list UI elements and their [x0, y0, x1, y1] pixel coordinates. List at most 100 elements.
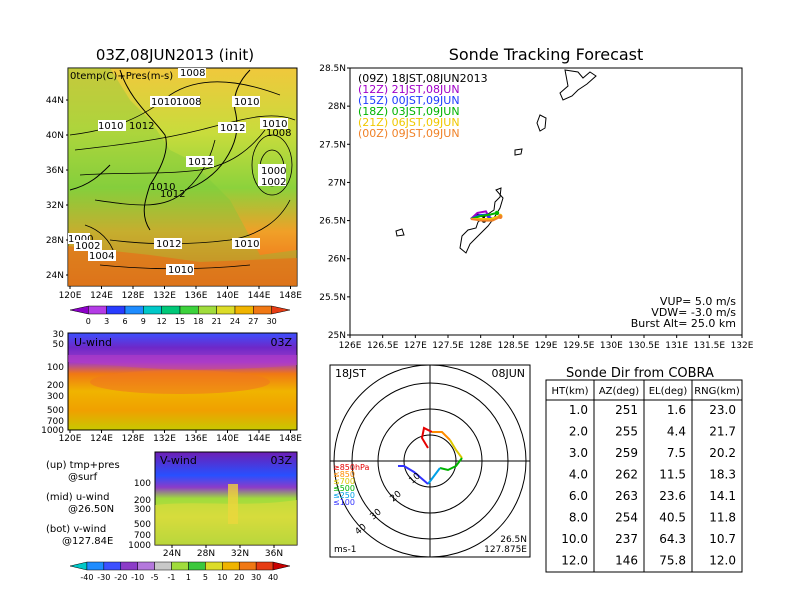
hodograph-panel: 10 20 30 40 18JST 08JUN ≥850hPa≤850≤700≤… — [329, 364, 531, 558]
contour-label: 1010 — [234, 97, 259, 108]
v-colorbar-label: -1 — [168, 573, 176, 582]
table-cell: 2.0 — [569, 425, 588, 439]
table-cell: 4.0 — [569, 468, 588, 482]
track-end-point — [498, 214, 503, 219]
map-x-ticks: 120E 124E 128E 132E 136E 140E 144E 148E — [59, 286, 302, 301]
v-x-tick-label: 24N — [163, 549, 181, 559]
table-cell: 12.0 — [561, 554, 588, 568]
track-x-tick-label: 127.5E — [432, 341, 464, 351]
u-wind-jet-band — [68, 355, 297, 370]
map-y-tick-label: 44N — [46, 96, 64, 106]
map-colorbar-swatch — [106, 305, 126, 315]
track-x-tick-label: 130.5E — [628, 341, 660, 351]
map-colorbar-label: 21 — [212, 317, 222, 326]
map-panel: 1008 1010 1008 1010 1012 1010 1010 1012 … — [46, 67, 302, 326]
note-mid-line1: (mid) u-wind — [46, 492, 109, 503]
island-kume — [395, 228, 405, 237]
island-okinoerabu — [514, 148, 523, 156]
v-colorbar-swatch — [238, 561, 257, 571]
table-header-cell: EL(deg) — [649, 386, 688, 397]
table-cell: 6.0 — [569, 489, 588, 503]
v-x-ticks: 24N 28N 32N 36N — [163, 545, 283, 559]
map-y-tick-label: 36N — [46, 166, 64, 176]
hodo-seg-250 — [427, 467, 441, 485]
u-y-tick-label: 30 — [53, 330, 65, 340]
contour-label: 1002 — [75, 241, 100, 252]
track-params: VUP= 5.0 m/s VDW= -3.0 m/s Burst Alt= 25… — [631, 295, 737, 330]
contour-label: 1008 — [176, 97, 201, 108]
v-wind-label: V-wind — [160, 454, 197, 467]
v-colorbar-label: 20 — [234, 573, 244, 582]
track-y-tick-label: 25.5N — [319, 293, 346, 303]
contour-label: 1000 — [261, 166, 286, 177]
contour-label: 1012 — [156, 239, 181, 250]
u-y-tick-label: 1000 — [41, 426, 64, 436]
table-cell: 1.0 — [569, 403, 588, 417]
u-wind-label: U-wind — [74, 336, 112, 349]
map-colorbar-swatch — [143, 305, 162, 315]
map-colorbar-label: 27 — [248, 317, 258, 326]
track-x-tick-label: 129.5E — [563, 341, 595, 351]
v-colorbar-label: -30 — [97, 573, 110, 582]
map-x-tick-label: 132E — [153, 291, 176, 301]
v-colorbar-swatch — [137, 561, 155, 571]
u-x-tick-label: 120E — [59, 434, 82, 444]
table-cell: 12.0 — [709, 554, 736, 568]
table-cell: 1.6 — [667, 403, 686, 417]
track-legend-entry: (21Z) 06JST,09JUN — [358, 116, 460, 129]
v-y-tick-label: 700 — [134, 531, 151, 541]
table-cell: 251 — [615, 403, 638, 417]
hodo-rings — [330, 364, 530, 558]
track-legend-entry: (12Z) 21JST,08JUN — [358, 83, 460, 96]
u-wind-time: 03Z — [270, 336, 292, 349]
map-colorbar-swatch — [69, 305, 89, 315]
v-colorbar-swatch — [255, 561, 274, 571]
map-colorbar-swatch — [271, 305, 291, 315]
note-up-line2: @surf — [68, 472, 98, 483]
u-x-tick-label: 124E — [90, 434, 113, 444]
track-legend-entry: (15Z) 00JST,09JUN — [358, 94, 460, 107]
track-y-tick-label: 27.5N — [319, 140, 346, 150]
map-x-tick-label: 140E — [216, 291, 239, 301]
u-wind-core — [90, 370, 270, 394]
v-colorbar-label: 40 — [268, 573, 278, 582]
table-header-cell: RNG(km) — [694, 386, 740, 397]
u-y-tick-label: 700 — [47, 417, 64, 427]
table-cell: 11.8 — [709, 511, 736, 525]
contour-label: 1004 — [89, 251, 114, 262]
v-colorbar-swatch — [86, 561, 105, 571]
v-wind-lower — [155, 500, 297, 545]
v-colorbar-swatch — [188, 561, 206, 571]
v-colorbar-swatch — [103, 561, 122, 571]
map-colorbar-label: 6 — [122, 317, 127, 326]
track-legend-entry: (09Z) 18JST,08JUN2013 — [358, 72, 488, 85]
table-cell: 263 — [615, 489, 638, 503]
contour-label: 1002 — [261, 177, 286, 188]
track-x-tick-label: 126E — [339, 341, 362, 351]
table-cell: 10.7 — [709, 532, 736, 546]
map-colorbar-swatch — [179, 305, 199, 315]
track-x-tick-label: 126.5E — [367, 341, 399, 351]
u-x-ticks: 120E 124E 128E 132E 136E 140E 144E 148E — [59, 430, 302, 444]
hodo-seg-500 — [439, 457, 463, 472]
contour-label: 1010 — [234, 239, 259, 250]
hodo-level-label: ≤850 — [333, 470, 355, 479]
track-x-tick-label: 131.5E — [694, 341, 726, 351]
table-header-cell: HT(km) — [552, 386, 589, 397]
map-colorbar-label: 15 — [175, 317, 185, 326]
map-colorbar-label: 18 — [193, 317, 203, 326]
map-colorbar-swatch — [198, 305, 217, 315]
table-cell: 262 — [615, 468, 638, 482]
track-y-tick-label: 27N — [328, 178, 346, 188]
contour-label: 1012 — [220, 123, 245, 134]
map-colorbar-swatch — [216, 305, 236, 315]
note-bot-line1: (bot) v-wind — [46, 524, 106, 535]
table-cell: 75.8 — [659, 554, 686, 568]
hodo-units: ms-1 — [334, 545, 356, 555]
map-x-tick-label: 128E — [122, 291, 145, 301]
param-vdw: VDW= -3.0 m/s — [651, 306, 736, 319]
track-x-tick-label: 130E — [600, 341, 623, 351]
table-cell: 14.1 — [709, 489, 736, 503]
map-y-ticks: 24N 28N 32N 36N 40N 44N — [46, 96, 68, 281]
